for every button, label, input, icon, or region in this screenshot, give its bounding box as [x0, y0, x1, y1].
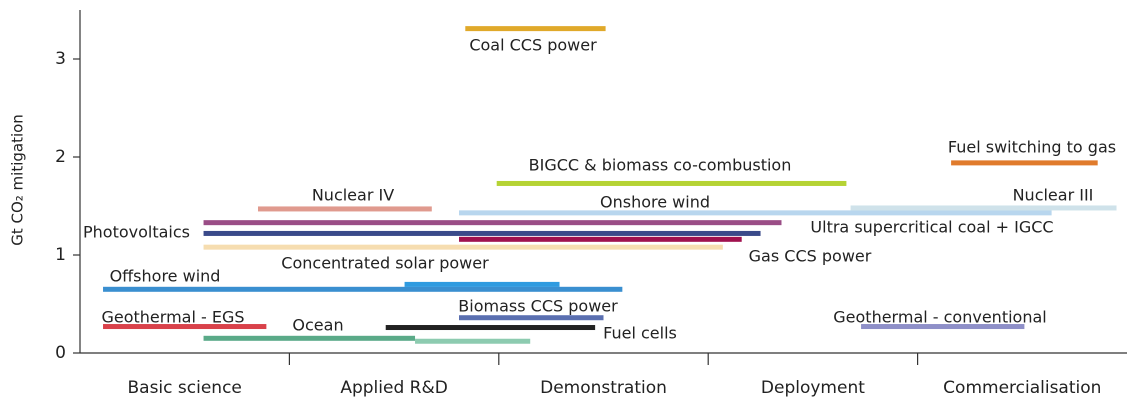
bar-label: Geothermal - EGS: [101, 308, 244, 327]
bar-label: Fuel switching to gas: [948, 138, 1116, 157]
range-bar: [415, 338, 531, 344]
bar-label: Photovoltaics: [83, 223, 190, 242]
range-bar: [459, 236, 742, 242]
bar-label: Fuel cells: [603, 324, 677, 343]
bar-label: Onshore wind: [600, 193, 710, 212]
bar-label: Geothermal - conventional: [833, 308, 1046, 327]
range-bar: [203, 244, 723, 250]
range-bar: [385, 325, 596, 331]
bar-label: Ultra supercritical coal + IGCC: [810, 218, 1053, 237]
y-tick-label: 1: [55, 245, 66, 265]
bar-label: Offshore wind: [110, 267, 221, 286]
bar-label: Gas CCS power: [749, 247, 872, 266]
range-bar: [861, 324, 1025, 330]
range-bar: [951, 160, 1098, 166]
x-tick-label: Applied R&D: [340, 378, 447, 398]
bar-label: Nuclear IV: [312, 186, 394, 205]
y-tick-label: 0: [55, 343, 66, 363]
range-bar: [257, 206, 432, 212]
y-axis-label: Gt CO₂ mitigation: [9, 114, 27, 246]
bar-label: Nuclear III: [1013, 186, 1094, 205]
x-tick-label: Demonstration: [540, 378, 667, 398]
range-bar: [103, 286, 623, 292]
range-bar: [203, 220, 782, 226]
range-bar: [459, 315, 604, 321]
range-bar: [203, 335, 416, 341]
y-tick-label: 3: [55, 49, 66, 69]
bar-label: Coal CCS power: [469, 36, 597, 55]
range-bar: [459, 210, 1052, 216]
bar-label: Ocean: [292, 316, 343, 335]
bar-label: Biomass CCS power: [458, 297, 618, 316]
range-bar: [404, 281, 560, 287]
range-bar: [103, 324, 267, 330]
range-bar: [465, 26, 606, 32]
x-tick-label: Basic science: [128, 378, 242, 398]
range-bar: [850, 205, 1117, 211]
bar-label: Concentrated solar power: [281, 254, 489, 273]
range-bar: [203, 230, 761, 236]
bar-label: BIGCC & biomass co-combustion: [529, 156, 792, 175]
range-bar: [496, 180, 847, 186]
y-tick-label: 2: [55, 147, 66, 167]
x-tick-label: Commercialisation: [943, 378, 1101, 398]
x-tick-label: Deployment: [761, 378, 865, 398]
